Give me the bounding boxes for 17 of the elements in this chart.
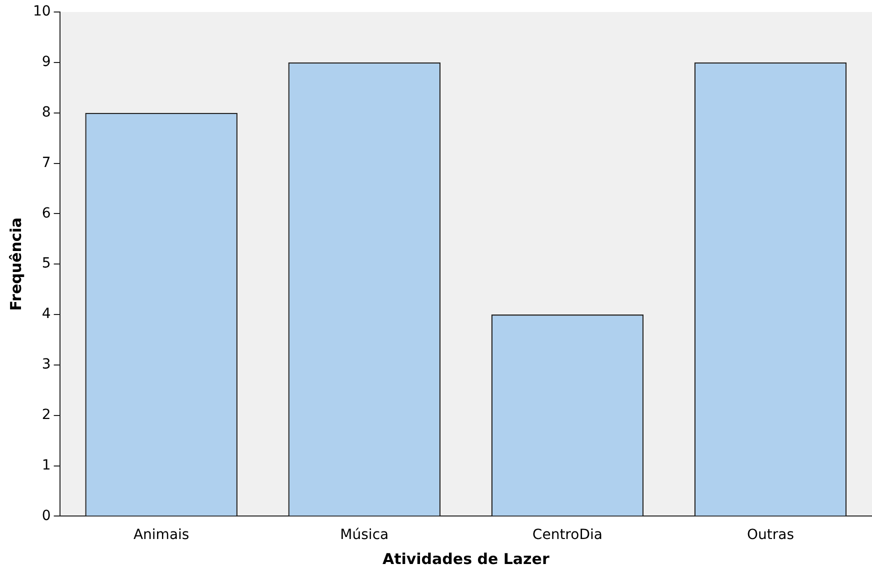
y-tick-label: 5 xyxy=(42,256,51,272)
y-tick-label: 3 xyxy=(42,356,51,373)
y-tick-label: 6 xyxy=(42,205,51,222)
x-tick-label: Música xyxy=(340,527,389,544)
y-axis-title: Frequência xyxy=(6,217,25,311)
y-tick-label: 7 xyxy=(42,154,51,171)
y-tick-label: 4 xyxy=(42,306,51,322)
y-tick-label: 1 xyxy=(42,457,51,474)
x-tick-label: Animais xyxy=(133,527,190,544)
x-tick-label: CentroDia xyxy=(532,527,602,544)
x-tick-label: Outras xyxy=(746,527,794,544)
y-tick-label: 8 xyxy=(42,104,51,120)
y-tick-label: 10 xyxy=(32,4,51,20)
y-tick-label: 9 xyxy=(42,54,51,70)
y-tick-label: 2 xyxy=(42,407,51,423)
y-tick-label: 0 xyxy=(42,508,51,524)
x-axis-title: Atividades de Lazer xyxy=(382,550,550,568)
